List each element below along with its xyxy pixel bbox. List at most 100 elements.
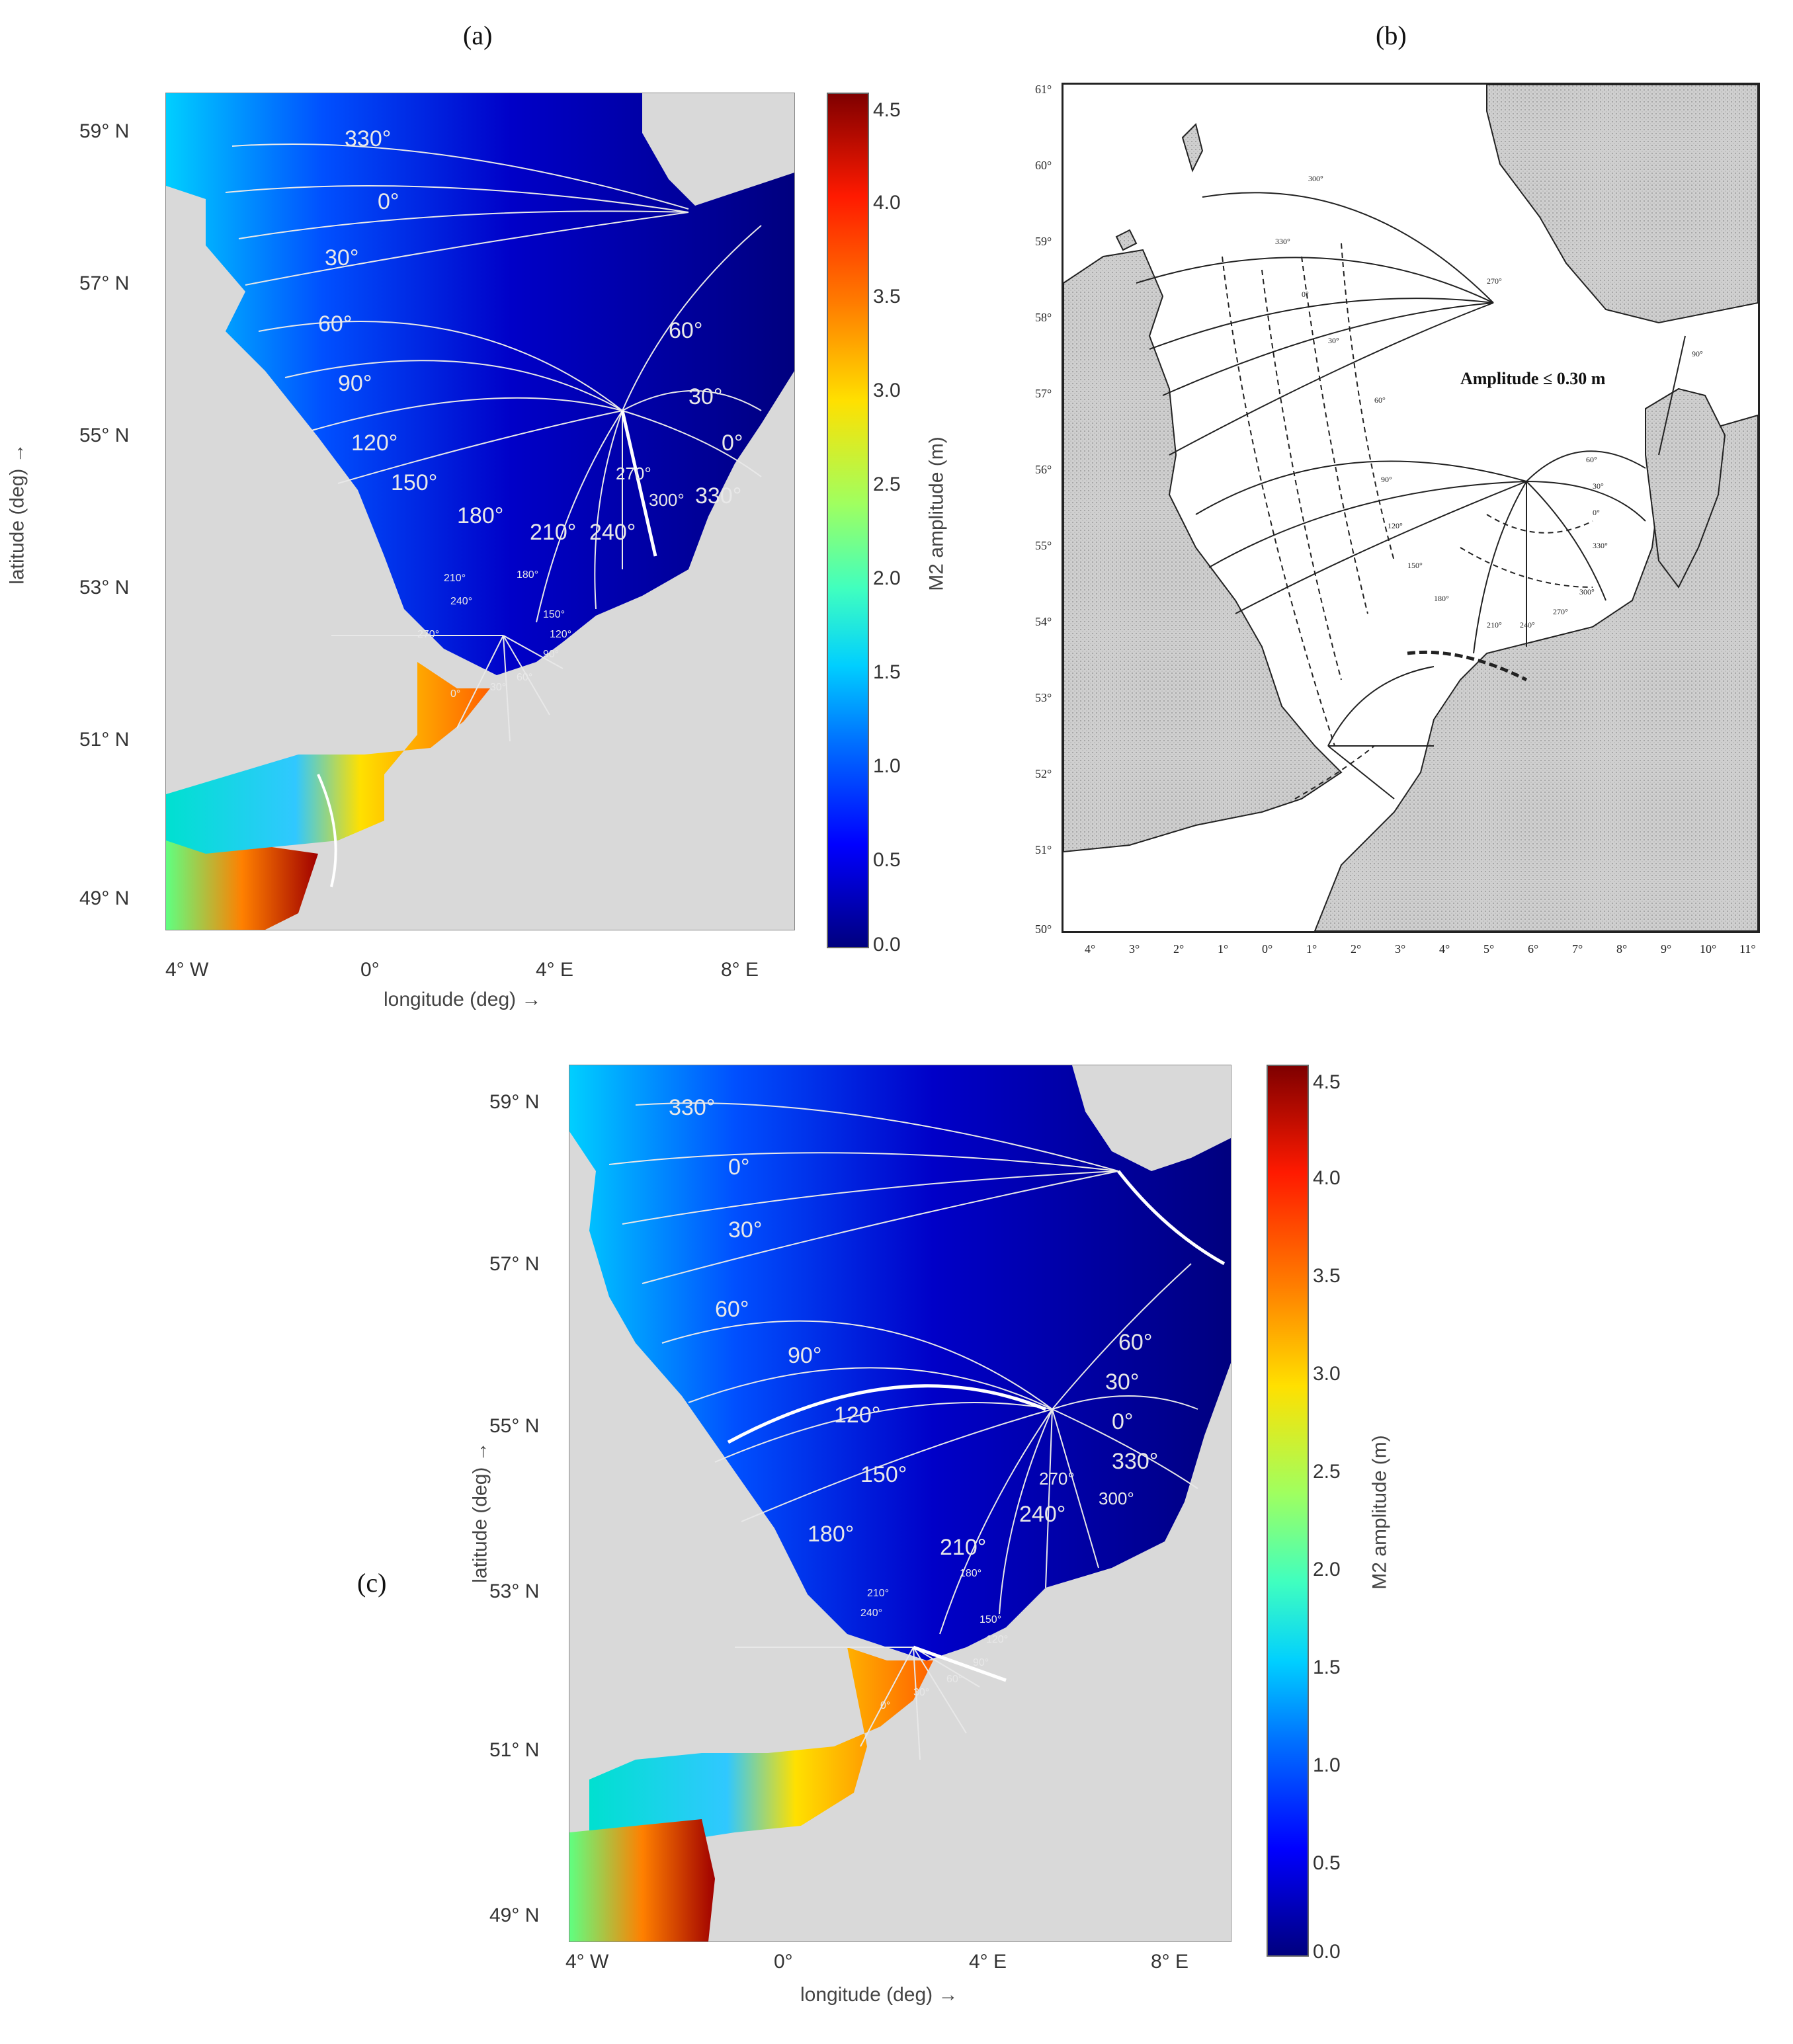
- small-phase-label: 150°: [980, 1614, 1002, 1625]
- colorbar-tick: 3.0: [873, 380, 901, 401]
- small-phase-label: 90°: [973, 1657, 989, 1668]
- phase-label: 210°: [530, 520, 577, 545]
- small-phase-label: 210°: [867, 1588, 890, 1599]
- phase-label: 300°: [1308, 174, 1323, 183]
- colorbar-tick: 2.0: [1313, 1559, 1341, 1580]
- lat-tick: 57° N: [489, 1253, 540, 1275]
- colorbar-tick: 3.5: [873, 286, 901, 307]
- lon-tick: 11°: [1739, 942, 1756, 956]
- phase-label: 270°: [616, 464, 651, 483]
- small-phase-label: 30°: [913, 1687, 930, 1698]
- lat-tick: 51°: [1035, 843, 1052, 856]
- phase-label: 30°: [728, 1217, 763, 1243]
- phase-label: 300°: [1099, 1489, 1134, 1508]
- panel-c-colorbar-label: M2 amplitude (m): [1368, 1435, 1391, 1590]
- amplitude-note: Amplitude ≤ 0.30 m: [1460, 369, 1606, 388]
- lon-tick: 4°: [1439, 942, 1450, 956]
- lat-tick: 56°: [1035, 463, 1052, 476]
- phase-label: 270°: [1039, 1469, 1075, 1489]
- phase-label: 300°: [1579, 587, 1595, 596]
- lat-tick: 55° N: [79, 425, 130, 446]
- lat-tick: 53° N: [79, 577, 130, 598]
- small-phase-label: 270°: [417, 629, 440, 640]
- panel-b-cotidal-chart: [1063, 85, 1758, 931]
- phase-label: 60°: [669, 318, 703, 343]
- phase-label: 30°: [1593, 481, 1604, 491]
- colorbar-tick: 1.5: [873, 661, 901, 683]
- phase-label: 330°: [1112, 1449, 1159, 1474]
- phase-label: 240°: [1520, 620, 1535, 630]
- colorbar-tick: 1.5: [1313, 1656, 1341, 1678]
- phase-label: 30°: [688, 384, 723, 409]
- lat-tick: 61°: [1035, 83, 1052, 96]
- colorbar-tick: 4.0: [1313, 1167, 1341, 1189]
- phase-label: 330°: [1275, 237, 1290, 246]
- small-phase-label: 0°: [450, 688, 461, 700]
- lat-tick: 52°: [1035, 767, 1052, 780]
- panel-c-label: (c): [357, 1568, 387, 1598]
- panel-a-label: (a): [463, 20, 493, 50]
- lon-tick: 0°: [360, 959, 380, 981]
- small-phase-label: 120°: [986, 1634, 1009, 1645]
- phase-label: 270°: [1487, 276, 1502, 286]
- phase-label: 60°: [1586, 455, 1597, 464]
- lat-tick: 53°: [1035, 691, 1052, 704]
- lat-tick: 50°: [1035, 922, 1052, 936]
- colorbar-tick: 2.0: [873, 567, 901, 589]
- lat-tick: 59° N: [79, 120, 130, 142]
- phase-label: 180°: [808, 1522, 855, 1547]
- phase-label: 60°: [1374, 395, 1386, 405]
- colorbar-tick: 1.0: [1313, 1754, 1341, 1776]
- panel-a-colorbar: [827, 93, 869, 948]
- panel-a-colorbar-label: M2 amplitude (m): [925, 436, 948, 591]
- lon-tick: 4° E: [536, 959, 574, 981]
- panel-c-map: 330° 0° 30° 60° 90° 120° 150° 180° 210° …: [569, 1065, 1231, 1942]
- lat-tick: 60°: [1035, 159, 1052, 172]
- phase-label: 240°: [1019, 1502, 1066, 1527]
- phase-label: 30°: [325, 245, 359, 270]
- phase-label: 90°: [338, 371, 372, 396]
- lat-tick: 54°: [1035, 615, 1052, 628]
- phase-label: 0°: [728, 1155, 750, 1180]
- phase-label: 180°: [457, 503, 504, 528]
- lon-tick: 8° E: [1151, 1951, 1189, 1973]
- colorbar-tick: 2.5: [873, 473, 901, 495]
- phase-label: 210°: [1487, 620, 1502, 630]
- phase-label: 60°: [715, 1297, 749, 1322]
- small-phase-label: 0°: [880, 1700, 891, 1711]
- lon-tick: 6°: [1528, 942, 1539, 956]
- phase-label: 90°: [788, 1343, 822, 1368]
- panel-a-amplitude-field: [166, 93, 794, 930]
- phase-label: 120°: [351, 430, 398, 456]
- phase-label: 120°: [834, 1403, 881, 1428]
- phase-label: 150°: [860, 1462, 907, 1487]
- small-phase-label: 60°: [946, 1674, 963, 1685]
- panel-c-xlabel: longitude (deg) →: [800, 1984, 958, 2006]
- lon-tick: 4° E: [969, 1951, 1007, 1973]
- panel-b-map: Amplitude ≤ 0.30 m 300° 330° 0° 30° 60° …: [1062, 83, 1760, 933]
- phase-label: 330°: [695, 483, 742, 509]
- panel-a-xlabel: longitude (deg) →: [384, 989, 542, 1010]
- colorbar-tick: 0.5: [873, 849, 901, 871]
- panel-c-amplitude-field: [569, 1065, 1231, 1942]
- phase-label: 180°: [1434, 594, 1449, 603]
- small-phase-label: 180°: [517, 569, 539, 581]
- colorbar-tick: 3.0: [1313, 1363, 1341, 1385]
- colorbar-tick: 2.5: [1313, 1461, 1341, 1483]
- panel-a-ylabel: latitude (deg) →: [6, 443, 28, 585]
- colorbar-tick: 0.0: [1313, 1941, 1341, 1963]
- colorbar-tick: 0.0: [873, 934, 901, 956]
- phase-label: 0°: [1112, 1409, 1134, 1434]
- panel-b-label: (b): [1376, 20, 1407, 50]
- small-phase-label: 240°: [450, 596, 473, 607]
- small-phase-label: 150°: [543, 609, 565, 620]
- phase-label: 270°: [1553, 607, 1568, 616]
- small-phase-label: 210°: [444, 573, 466, 584]
- lat-tick: 59°: [1035, 235, 1052, 248]
- lon-tick: 3°: [1129, 942, 1140, 956]
- small-phase-label: 180°: [960, 1568, 982, 1579]
- lon-tick: 4° W: [565, 1951, 609, 1973]
- phase-label: 330°: [1593, 541, 1608, 550]
- lon-tick: 0°: [1262, 942, 1273, 956]
- small-phase-label: 30°: [490, 682, 507, 693]
